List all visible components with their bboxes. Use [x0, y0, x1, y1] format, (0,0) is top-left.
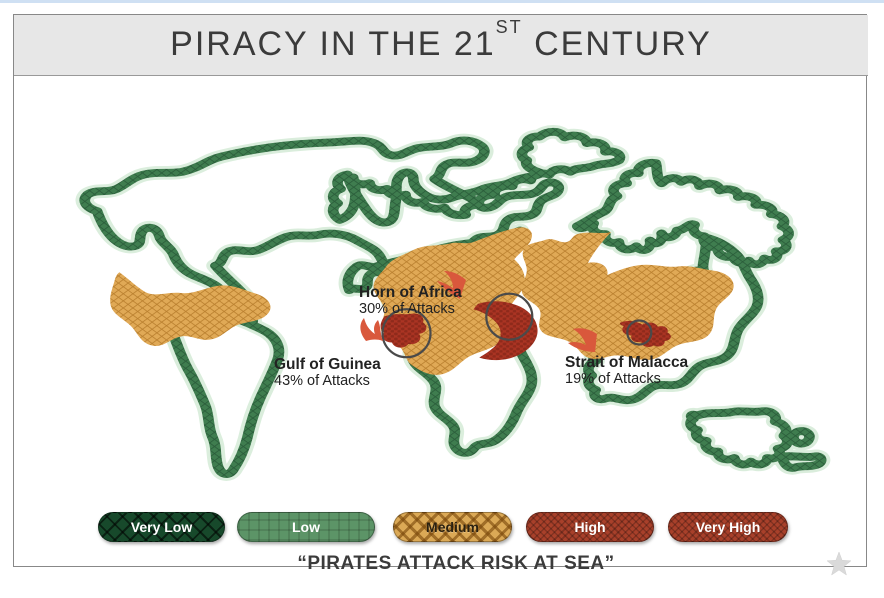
- svg-text:43% of Attacks: 43% of Attacks: [274, 373, 370, 389]
- svg-text:Gulf of Guinea: Gulf of Guinea: [274, 356, 381, 373]
- svg-text:19% of Attacks: 19% of Attacks: [565, 371, 661, 387]
- svg-text:30% of Attacks: 30% of Attacks: [359, 301, 455, 317]
- svg-text:Horn of Africa: Horn of Africa: [359, 284, 462, 301]
- svg-text:Strait of Malacca: Strait of Malacca: [565, 354, 689, 371]
